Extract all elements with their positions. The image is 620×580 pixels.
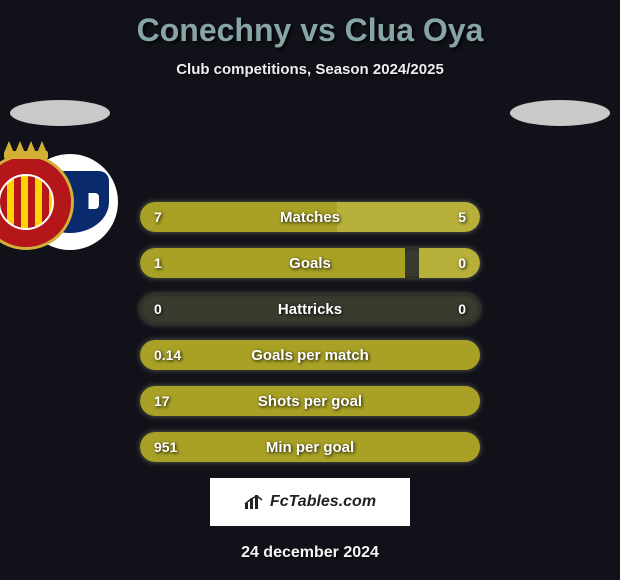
stat-value-right: 0 — [458, 255, 466, 271]
player-left-halo — [10, 100, 110, 126]
stat-row: 17 Shots per goal — [140, 386, 480, 416]
stat-bar-left — [140, 248, 405, 278]
stat-bar-right — [419, 248, 480, 278]
stat-value-right: 0 — [458, 301, 466, 317]
stat-value-left: 1 — [154, 255, 162, 271]
crown-icon — [4, 139, 48, 159]
date-label: 24 december 2024 — [0, 544, 620, 562]
comparison-container: 7 Matches 5 1 Goals 0 0 Hattricks 0 0.14 Goals per… — [0, 106, 620, 462]
stat-row: 951 Min per goal — [140, 432, 480, 462]
stat-label: Matches — [280, 209, 340, 226]
stat-row: 0 Hattricks 0 — [140, 294, 480, 324]
stat-value-left: 0 — [154, 301, 162, 317]
stat-value-right: 5 — [458, 209, 466, 225]
stat-label: Min per goal — [266, 439, 354, 456]
stat-value-left: 7 — [154, 209, 162, 225]
watermark-text: FcTables.com — [270, 493, 376, 511]
girona-stripes-icon — [0, 174, 54, 230]
stat-label: Hattricks — [278, 301, 342, 318]
stats-list: 7 Matches 5 1 Goals 0 0 Hattricks 0 0.14 Goals per… — [140, 202, 480, 462]
stat-row: 7 Matches 5 — [140, 202, 480, 232]
stat-value-left: 0.14 — [154, 347, 181, 363]
stat-value-left: 17 — [154, 393, 170, 409]
watermark: FcTables.com — [210, 478, 410, 526]
page-title: Conechny vs Clua Oya — [0, 0, 620, 49]
stat-label: Goals — [289, 255, 331, 272]
stat-value-left: 951 — [154, 439, 177, 455]
stat-label: Goals per match — [251, 347, 369, 364]
player-right-halo — [510, 100, 610, 126]
stat-label: Shots per goal — [258, 393, 362, 410]
stat-row: 1 Goals 0 — [140, 248, 480, 278]
chart-icon — [244, 494, 264, 510]
page-subtitle: Club competitions, Season 2024/2025 — [0, 61, 620, 78]
stat-row: 0.14 Goals per match — [140, 340, 480, 370]
